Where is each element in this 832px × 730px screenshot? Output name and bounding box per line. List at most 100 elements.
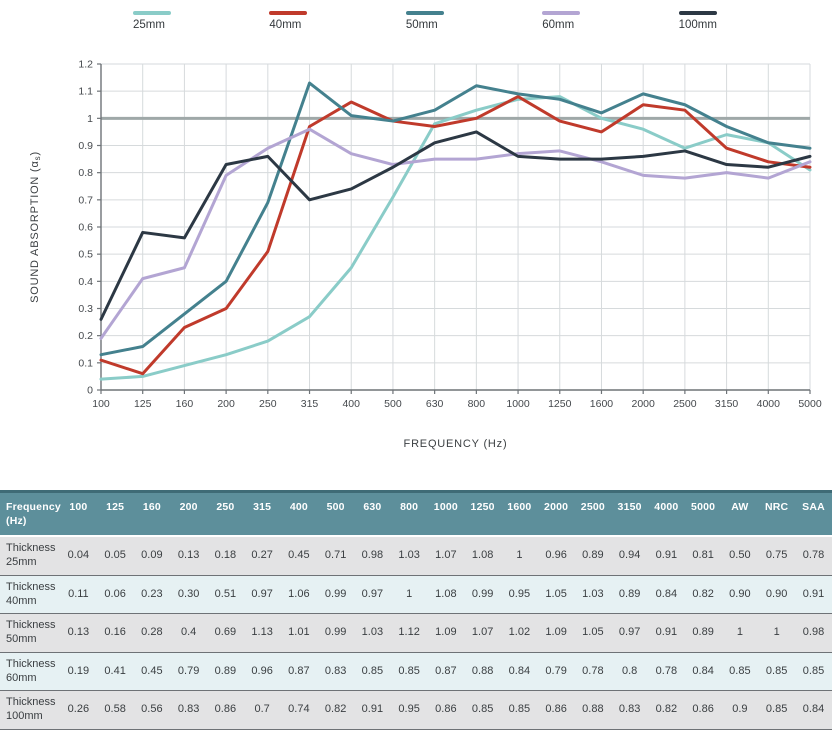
table-cell: 0.86 (537, 690, 575, 730)
table-cell: 0.45 (280, 536, 318, 576)
row-label: Thickness 100mm (0, 690, 60, 730)
table-cell: 0.58 (96, 690, 134, 730)
table-cell: 0.28 (133, 613, 171, 653)
svg-text:0.8: 0.8 (78, 167, 93, 179)
table-cell: 0.74 (280, 690, 318, 730)
table-cell: 0.4 (170, 613, 207, 653)
svg-text:2000: 2000 (631, 398, 655, 410)
table-cell: 0.19 (60, 652, 97, 692)
legend-swatch-25mm (133, 11, 171, 15)
legend-swatch-60mm (542, 11, 581, 15)
svg-text:400: 400 (342, 398, 360, 410)
table-cell: 1.05 (537, 575, 575, 615)
table-cell: 1.07 (427, 536, 465, 576)
table-cell: 0.83 (170, 690, 207, 730)
column-header: 400 (280, 490, 318, 538)
svg-text:0: 0 (87, 385, 93, 397)
svg-text:800: 800 (468, 398, 486, 410)
column-header: 125 (96, 490, 134, 538)
table-cell: 0.82 (317, 690, 354, 730)
table-row: Thickness 100mm 0.26 0.58 0.56 0.83 0.86 0.7 0.… (0, 690, 832, 730)
table-cell: 1.13 (243, 613, 281, 653)
svg-text:1: 1 (87, 113, 93, 125)
legend-label: 25mm (133, 19, 165, 31)
table-cell: 1.09 (427, 613, 465, 653)
svg-text:100: 100 (92, 398, 110, 410)
table-cell: 0.85 (795, 652, 832, 692)
legend-item-40mm: 40mm (269, 11, 308, 32)
table-cell: 0.56 (133, 690, 171, 730)
table-cell: 1 (501, 536, 538, 576)
legend-item-60mm: 60mm (542, 11, 581, 32)
table-cell: 0.84 (795, 690, 832, 730)
legend-item-25mm: 25mm (133, 11, 171, 32)
column-header: AW (721, 490, 759, 538)
column-header: 160 (133, 490, 171, 538)
legend-label: 60mm (542, 19, 575, 31)
table-row: Thickness 25mm 0.04 0.05 0.09 0.13 0.18 0.27 0.… (0, 536, 832, 576)
table-cell: 0.85 (758, 652, 795, 692)
table-cell: 0.98 (354, 536, 391, 576)
svg-text:160: 160 (176, 398, 194, 410)
svg-text:125: 125 (134, 398, 152, 410)
table-cell: 0.8 (611, 652, 648, 692)
table-cell: 1.09 (537, 613, 575, 653)
table-cell: 0.91 (354, 690, 391, 730)
svg-text:0.4: 0.4 (78, 276, 93, 288)
column-header: SAA (795, 490, 832, 538)
table-cell: 1.08 (464, 536, 501, 576)
table-body: Thickness 25mm 0.04 0.05 0.09 0.13 0.18 0.27 0.… (0, 536, 832, 730)
column-header-frequency: Frequency (Hz) (0, 490, 61, 538)
table-cell: 0.78 (648, 652, 685, 692)
table-cell: 0.41 (96, 652, 134, 692)
table-cell: 0.84 (501, 652, 538, 692)
table-cell: 0.09 (133, 536, 171, 576)
legend-label: 50mm (405, 19, 438, 31)
absorption-data-table: Frequency (Hz) 100 125 160 200 250 315 400 500 63… (0, 490, 832, 730)
table-cell: 0.85 (501, 690, 538, 730)
table-cell: 0.89 (574, 536, 612, 576)
table-cell: 1.03 (574, 575, 612, 615)
svg-text:1600: 1600 (590, 398, 614, 410)
svg-text:5000: 5000 (798, 398, 822, 410)
column-header: 630 (354, 490, 391, 538)
table-cell: 0.27 (243, 536, 281, 576)
table-cell: 0.96 (537, 536, 575, 576)
table-cell: 0.96 (243, 652, 281, 692)
row-label: Thickness 40mm (0, 575, 60, 615)
table-cell: 0.78 (574, 652, 612, 692)
svg-text:1000: 1000 (506, 398, 530, 410)
table-cell: 0.7 (243, 690, 281, 730)
row-label: Thickness 50mm (0, 613, 60, 653)
legend-swatch-100mm (678, 11, 717, 15)
column-header: 1250 (464, 490, 501, 538)
table-cell: 1.08 (427, 575, 465, 615)
column-header: 100 (60, 490, 97, 538)
svg-text:315: 315 (301, 398, 319, 410)
table-cell: 0.89 (684, 613, 722, 653)
table-cell: 1.03 (354, 613, 391, 653)
svg-text:0.1: 0.1 (78, 357, 93, 369)
svg-text:0.5: 0.5 (78, 249, 93, 261)
table-cell: 0.81 (684, 536, 722, 576)
table-cell: 0.83 (611, 690, 648, 730)
svg-text:0.9: 0.9 (78, 140, 93, 152)
column-header: 1000 (427, 490, 465, 538)
table-cell: 1.03 (390, 536, 428, 576)
table-cell: 0.18 (207, 536, 244, 576)
table-cell: 0.79 (537, 652, 575, 692)
table-cell: 0.69 (207, 613, 244, 653)
line-chart: 0 0.1 0.2 0.3 0.4 0.5 0.6 0.7 0.8 0.9 1 1.1 1.2 100 12… (29, 59, 822, 451)
table-cell: 0.23 (133, 575, 171, 615)
table-cell: 0.99 (317, 613, 354, 653)
svg-text:0.6: 0.6 (78, 222, 93, 234)
svg-text:1.1: 1.1 (78, 86, 93, 98)
table-cell: 0.89 (611, 575, 648, 615)
legend-swatch-50mm (405, 11, 444, 15)
sound-absorption-chart-section: 25mm 40mm 50mm 60mm 100mm 0 0.1 0.2 0.3 0.4 0… (29, 11, 822, 451)
table-cell: 0.99 (317, 575, 354, 615)
svg-text:FREQUENCY (Hz): FREQUENCY (Hz) (404, 438, 508, 450)
column-header: 1600 (501, 490, 538, 538)
table-cell: 0.16 (96, 613, 134, 653)
legend-item-100mm: 100mm (678, 11, 717, 32)
